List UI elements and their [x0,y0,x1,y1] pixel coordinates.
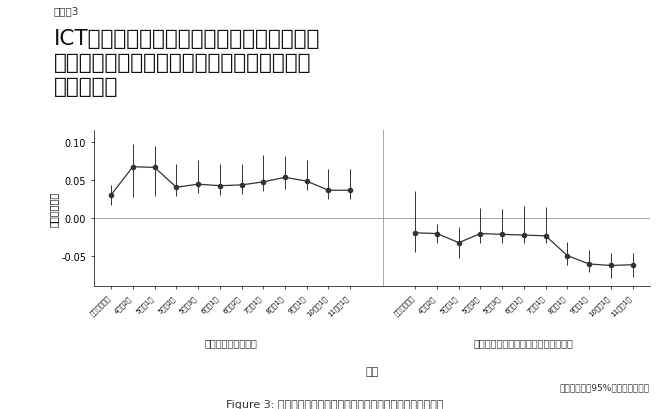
Text: Figure 3: 会議が多い仕事・現場業務が中心の仕事の平均限界効果: Figure 3: 会議が多い仕事・現場業務が中心の仕事の平均限界効果 [226,399,444,409]
Text: デスクワークではなく現場業務が中心: デスクワークではなく現場業務が中心 [474,337,574,347]
Text: ICT活用機会が多い仕事（会議が多い・デス
クワーク）に就いている人はテレワーク従事
確率が高い: ICT活用機会が多い仕事（会議が多い・デス クワーク）に就いている人はテレワーク… [54,29,320,97]
Text: エラーバーは95%信頼区間を示す: エラーバーは95%信頼区間を示す [560,382,650,391]
Text: シート3: シート3 [54,6,79,16]
Y-axis label: 平均限界効果: 平均限界効果 [48,191,58,226]
Text: 会議や打合せが多い: 会議や打合せが多い [204,337,257,347]
Text: 時期: 時期 [365,366,379,376]
